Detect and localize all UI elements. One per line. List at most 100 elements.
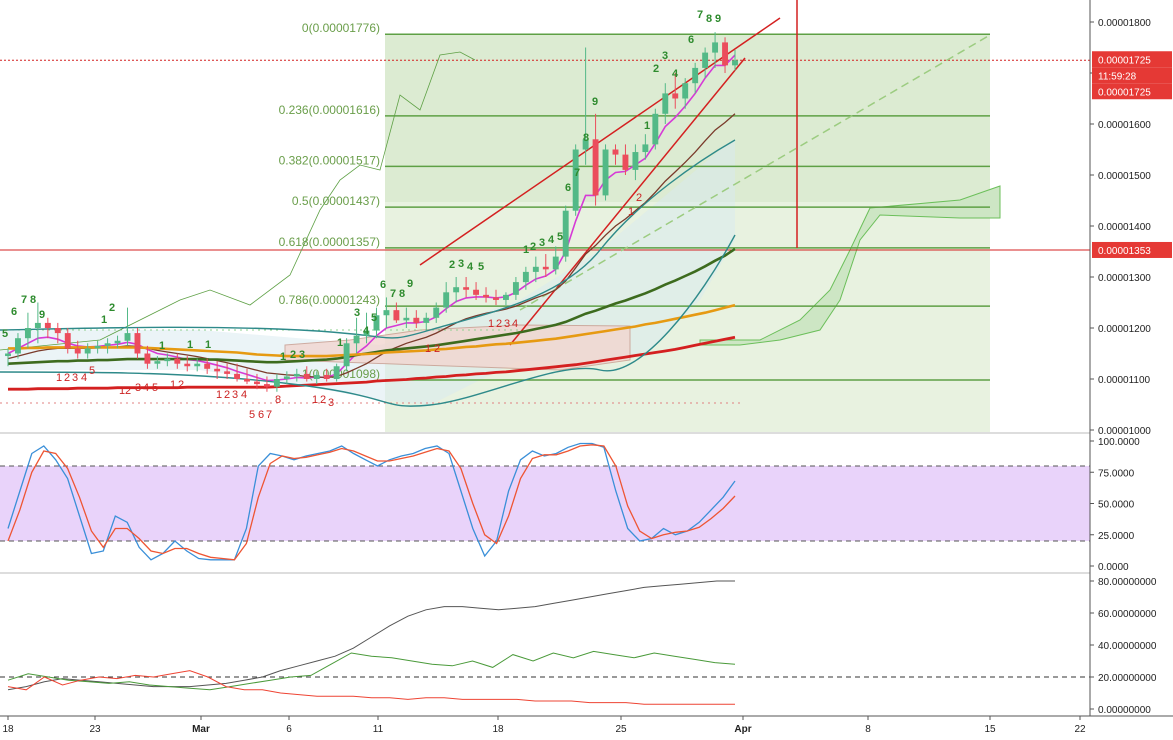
- x-tick-label: Apr: [734, 724, 751, 735]
- candle-body: [244, 379, 250, 382]
- price-tag: [1092, 83, 1172, 100]
- candle-body: [273, 379, 280, 387]
- candle-body: [124, 333, 131, 341]
- fib-zone-upper: [385, 35, 990, 202]
- td-count-green: 6: [11, 306, 17, 318]
- td-count-red: 3: [72, 372, 78, 384]
- candle-body: [194, 363, 201, 367]
- x-tick-label: 22: [1074, 724, 1086, 735]
- td-count-green: 2: [530, 241, 536, 253]
- fib-label: 0.382(0.00001517): [279, 153, 380, 167]
- candle-body: [303, 373, 310, 379]
- y-tick-label: 0.00001000: [1098, 426, 1151, 437]
- td-count-red: 4: [81, 372, 87, 384]
- td-count-red: 3: [504, 318, 510, 330]
- x-tick-label: 23: [89, 724, 101, 735]
- candle-body: [353, 335, 360, 344]
- td-count-green: 1: [280, 351, 286, 363]
- td-count-green: 8: [583, 132, 589, 144]
- stoch-tick-label: 0.0000: [1098, 562, 1129, 573]
- candle-body: [34, 322, 41, 328]
- td-count-red: 1: [119, 385, 125, 397]
- candle-body: [114, 340, 121, 344]
- lagging-span: [0, 51, 476, 351]
- y-tick-label: 0.00001400: [1098, 222, 1151, 233]
- candle-body: [423, 317, 430, 323]
- candle-body: [363, 330, 370, 336]
- td-count-red: 2: [178, 379, 184, 391]
- td-count-green: 8: [30, 294, 36, 306]
- stoch-tick-label: 100.0000: [1098, 437, 1140, 448]
- price-axis-bg: [1090, 0, 1173, 740]
- td-count-red: 1: [216, 389, 222, 401]
- fib-retracement-layer: 0(0.00001776) 0.236(0.00001616) 0.382(0.00…: [0, 0, 1090, 404]
- td-count-green: 8: [399, 288, 405, 300]
- candle-body: [672, 93, 679, 99]
- td-count-green: 3: [539, 237, 545, 249]
- candle-body: [562, 210, 569, 257]
- candle-body: [702, 52, 709, 68]
- x-tick-label: 15: [984, 724, 996, 735]
- candle-body: [15, 338, 21, 354]
- dmi-adx: [7, 580, 735, 691]
- price-tag-label: 0.00001725: [1098, 55, 1151, 66]
- candle-body: [582, 139, 589, 150]
- candles-layer: [5, 32, 738, 392]
- td-count-red: 1: [628, 206, 634, 218]
- candle-body: [204, 363, 211, 369]
- td-count-red: 8: [275, 394, 281, 406]
- td-count-red: 5: [152, 382, 158, 394]
- candle-body: [373, 315, 380, 331]
- price-tag: [1092, 51, 1172, 68]
- candle-body: [692, 67, 699, 84]
- candle-body: [144, 353, 151, 364]
- candle-body: [632, 152, 639, 170]
- candle-body: [512, 282, 519, 295]
- fib-label: 0.5(0.00001437): [292, 194, 380, 208]
- td-count-green: 1: [337, 337, 343, 349]
- td-count-red: 2: [496, 318, 502, 330]
- bollinger-lower: [0, 234, 736, 407]
- candle-body: [44, 322, 51, 328]
- td-count-green: 2: [653, 63, 659, 75]
- td-count-red: 3: [135, 382, 141, 394]
- series-ma-long-orange: [8, 303, 736, 358]
- candle-body: [403, 317, 410, 321]
- price-tag: [1092, 241, 1172, 258]
- td-count-red: 2: [636, 192, 642, 204]
- td-count-green: 4: [672, 68, 679, 80]
- dmi-panel: [0, 572, 1090, 705]
- dmi-tick-label: 40.00000000: [1098, 641, 1157, 652]
- td-count-red: 2: [125, 385, 131, 397]
- td-count-green: 3: [299, 349, 305, 361]
- td-count-red: 5: [249, 409, 255, 421]
- candle-body: [413, 317, 420, 323]
- td-count-red: 4: [143, 382, 149, 394]
- td-count-red: 1: [425, 343, 431, 355]
- candle-body: [493, 297, 499, 300]
- candle-body: [682, 83, 689, 99]
- price-tag-label: 0.00001725: [1098, 87, 1151, 98]
- dmi-tick-label: 0.00000000: [1098, 705, 1151, 716]
- candle-body: [174, 358, 181, 364]
- candle-body: [293, 373, 300, 377]
- td-count-red: 1: [56, 372, 62, 384]
- moving-averages-layer: [0, 54, 736, 407]
- y-tick-label: 0.00001100: [1098, 375, 1151, 386]
- td-count-green: 3: [458, 258, 464, 270]
- candle-body: [54, 328, 61, 334]
- y-tick-label: 0.00001600: [1098, 120, 1151, 131]
- td-count-green: 1: [205, 339, 211, 351]
- channel-lower: [509, 57, 746, 346]
- td-count-red: 1: [488, 318, 494, 330]
- td-count-red: 4: [241, 389, 247, 401]
- td-count-green: 2: [109, 302, 115, 314]
- td-count-red: 3: [232, 389, 238, 401]
- candle-body: [473, 289, 480, 295]
- td-count-green: 7: [390, 288, 396, 300]
- td-count-green: 8: [706, 13, 712, 25]
- candle-body: [712, 42, 719, 53]
- td-count-red: 1: [170, 379, 176, 391]
- candle-body: [612, 149, 619, 155]
